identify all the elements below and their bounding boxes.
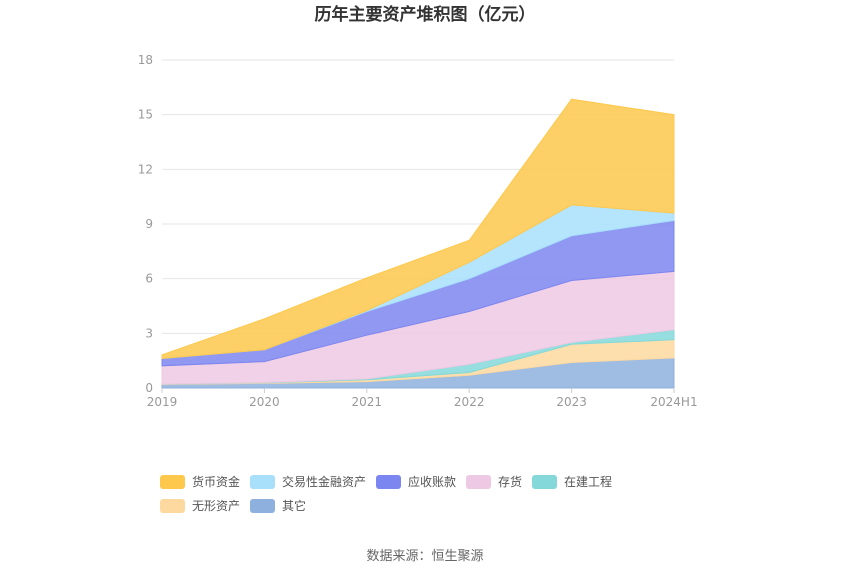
x-tick-label: 2023 (556, 395, 587, 409)
legend-label: 货币资金 (192, 474, 240, 489)
x-axis: 2019 2020 2021 2022 2023 2024H1 (147, 388, 698, 409)
x-tick-label: 2024H1 (650, 395, 697, 409)
legend-label: 在建工程 (564, 474, 612, 489)
y-tick-label: 9 (145, 217, 153, 231)
area-series (161, 98, 675, 389)
legend-swatch (532, 475, 557, 489)
legend-label: 无形资产 (192, 499, 240, 513)
chart-title: 历年主要资产堆积图（亿元） (315, 4, 536, 25)
x-tick-label: 2022 (454, 395, 485, 409)
area-series-6 (161, 98, 675, 360)
y-tick-label: 15 (138, 108, 153, 122)
x-tick-label: 2021 (352, 395, 383, 409)
y-tick-label: 18 (138, 53, 153, 67)
x-tick-label: 2019 (147, 395, 178, 409)
y-tick-label: 0 (145, 381, 153, 395)
legend-swatch (160, 475, 185, 489)
legend-swatch (250, 499, 275, 513)
legend-swatch (160, 499, 185, 513)
y-tick-label: 12 (138, 162, 153, 176)
source-note: 数据来源：恒生聚源 (366, 549, 483, 564)
y-tick-label: 3 (145, 326, 153, 340)
legend-swatch (250, 475, 275, 489)
legend-swatch (376, 475, 401, 489)
legend-label: 交易性金融资产 (282, 474, 366, 489)
x-tick-label: 2020 (249, 395, 280, 409)
legend-label: 应收账款 (408, 474, 456, 489)
y-tick-label: 6 (145, 272, 153, 286)
legend-label: 其它 (282, 498, 306, 513)
legend-label: 存货 (498, 474, 522, 489)
y-axis: 0 3 6 9 12 15 18 (138, 53, 153, 395)
legend-swatch (466, 475, 491, 489)
